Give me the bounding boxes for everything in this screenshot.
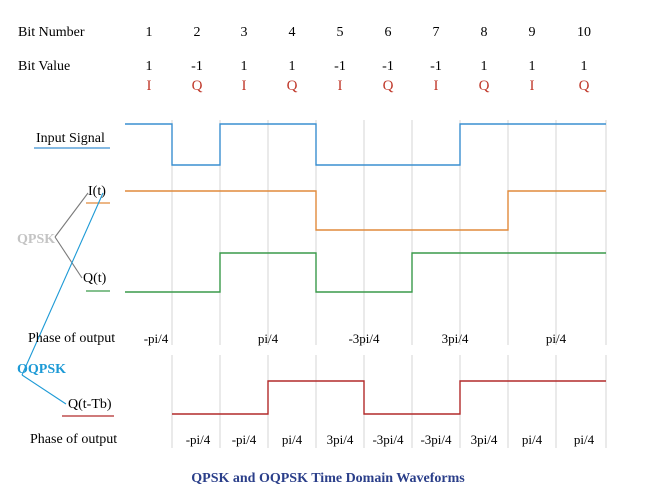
bit-type: I <box>241 78 247 94</box>
bit-number: 3 <box>240 25 248 40</box>
bit-type: Q <box>191 78 203 94</box>
bit-grid-lines <box>171 120 607 448</box>
q-delayed-wave <box>172 380 606 415</box>
q-t-wave <box>125 252 606 293</box>
figure-caption: QPSK and OQPSK Time Domain Waveforms <box>191 471 465 486</box>
phase-of-output-oqpsk-label: Phase of output <box>30 432 118 447</box>
input-signal-label: Input Signal <box>36 131 105 146</box>
phase-of-output-qpsk-label: Phase of output <box>28 331 116 346</box>
leader-line <box>54 192 89 238</box>
bit-value: -1 <box>334 59 346 74</box>
oqpsk-phase-label: 3pi/4 <box>470 432 498 447</box>
qpsk-phase-label: 3pi/4 <box>441 331 469 346</box>
bit-type: I <box>337 78 343 94</box>
qpsk-label: QPSK <box>17 232 56 247</box>
bit-value: -1 <box>430 59 442 74</box>
qpsk-phase-label: -3pi/4 <box>348 331 380 346</box>
bit-type: I <box>146 78 152 94</box>
oqpsk-phase-label: pi/4 <box>521 432 543 447</box>
bit-type: Q <box>578 78 590 94</box>
oqpsk-phase-label: -3pi/4 <box>420 432 452 447</box>
bit-number-label: Bit Number <box>18 25 85 40</box>
oqpsk-phase-label: pi/4 <box>281 432 303 447</box>
bit-number: 6 <box>384 25 392 40</box>
bit-value: 1 <box>240 59 248 74</box>
bit-number: 7 <box>432 25 440 40</box>
input-signal-wave <box>125 123 606 166</box>
bit-type: Q <box>478 78 490 94</box>
bit-number: 8 <box>480 25 488 40</box>
bit-value: 1 <box>480 59 488 74</box>
bit-number: 1 <box>145 25 153 40</box>
bit-type: I <box>433 78 439 94</box>
bit-value: 1 <box>288 59 296 74</box>
q-t-label: Q(t) <box>83 271 107 286</box>
bit-value: 1 <box>145 59 153 74</box>
qpsk-phase-label: -pi/4 <box>143 331 169 346</box>
waveforms <box>125 123 606 415</box>
bit-number: 4 <box>288 25 296 40</box>
leader-line <box>54 236 83 279</box>
bit-number: 5 <box>336 25 344 40</box>
i-t-wave <box>125 190 606 231</box>
i-t-label: I(t) <box>88 184 106 199</box>
bit-type: Q <box>286 78 298 94</box>
qpsk-phase-label: pi/4 <box>545 331 567 346</box>
bit-number: 9 <box>528 25 536 40</box>
bit-value: 1 <box>580 59 588 74</box>
leader-line <box>21 374 67 405</box>
leader-line <box>21 192 104 376</box>
bit-value: 1 <box>528 59 536 74</box>
bit-value: -1 <box>382 59 394 74</box>
qpsk-phase-label: pi/4 <box>257 331 279 346</box>
oqpsk-phase-label: -pi/4 <box>185 432 211 447</box>
oqpsk-phase-label: -pi/4 <box>231 432 257 447</box>
bit-type: Q <box>382 78 394 94</box>
bit-value-label: Bit Value <box>18 59 71 74</box>
bit-number: 10 <box>577 25 591 40</box>
oqpsk-phase-label: -3pi/4 <box>372 432 404 447</box>
bit-type: I <box>529 78 535 94</box>
bit-number: 2 <box>193 25 201 40</box>
oqpsk-phase-label: 3pi/4 <box>326 432 354 447</box>
leader-lines <box>21 192 104 405</box>
q-delayed-label: Q(t-Tb) <box>68 397 112 412</box>
oqpsk-label: OQPSK <box>17 362 67 377</box>
bit-value: -1 <box>191 59 203 74</box>
oqpsk-phase-label: pi/4 <box>573 432 595 447</box>
